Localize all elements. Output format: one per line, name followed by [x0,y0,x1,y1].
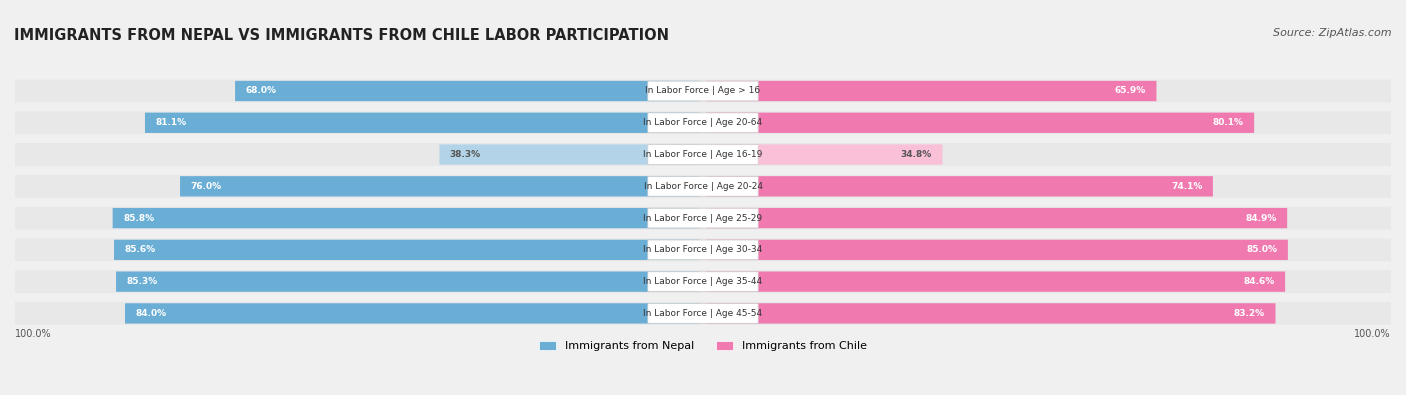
FancyBboxPatch shape [15,302,1391,325]
FancyBboxPatch shape [706,145,942,165]
FancyBboxPatch shape [648,240,758,260]
Text: 84.0%: 84.0% [135,309,166,318]
Text: Source: ZipAtlas.com: Source: ZipAtlas.com [1274,28,1392,38]
Text: 81.1%: 81.1% [155,118,187,127]
Text: 85.3%: 85.3% [127,277,157,286]
FancyBboxPatch shape [648,113,758,133]
FancyBboxPatch shape [648,145,758,164]
FancyBboxPatch shape [15,175,1391,198]
Text: 83.2%: 83.2% [1234,309,1265,318]
Text: In Labor Force | Age > 16: In Labor Force | Age > 16 [645,87,761,96]
FancyBboxPatch shape [15,79,1391,102]
Text: 84.6%: 84.6% [1243,277,1275,286]
FancyBboxPatch shape [706,81,1157,101]
FancyBboxPatch shape [235,81,700,101]
Text: 100.0%: 100.0% [15,329,52,339]
FancyBboxPatch shape [15,207,1391,229]
Text: In Labor Force | Age 35-44: In Labor Force | Age 35-44 [644,277,762,286]
Text: 80.1%: 80.1% [1213,118,1244,127]
FancyBboxPatch shape [440,145,700,165]
FancyBboxPatch shape [125,303,700,324]
Text: 38.3%: 38.3% [450,150,481,159]
FancyBboxPatch shape [706,303,1275,324]
Text: 100.0%: 100.0% [1354,329,1391,339]
FancyBboxPatch shape [648,177,758,196]
Text: 68.0%: 68.0% [246,87,277,96]
FancyBboxPatch shape [706,113,1254,133]
Text: 85.8%: 85.8% [122,214,155,223]
FancyBboxPatch shape [706,208,1286,228]
FancyBboxPatch shape [706,240,1288,260]
Legend: Immigrants from Nepal, Immigrants from Chile: Immigrants from Nepal, Immigrants from C… [534,337,872,356]
Text: In Labor Force | Age 20-24: In Labor Force | Age 20-24 [644,182,762,191]
FancyBboxPatch shape [706,271,1285,292]
FancyBboxPatch shape [15,143,1391,166]
Text: IMMIGRANTS FROM NEPAL VS IMMIGRANTS FROM CHILE LABOR PARTICIPATION: IMMIGRANTS FROM NEPAL VS IMMIGRANTS FROM… [14,28,669,43]
FancyBboxPatch shape [648,272,758,292]
FancyBboxPatch shape [145,113,700,133]
Text: In Labor Force | Age 45-54: In Labor Force | Age 45-54 [644,309,762,318]
Text: 65.9%: 65.9% [1115,87,1146,96]
Text: 85.6%: 85.6% [124,245,156,254]
Text: 76.0%: 76.0% [190,182,222,191]
FancyBboxPatch shape [180,176,700,196]
FancyBboxPatch shape [648,304,758,323]
FancyBboxPatch shape [114,240,700,260]
FancyBboxPatch shape [648,208,758,228]
Text: In Labor Force | Age 30-34: In Labor Force | Age 30-34 [644,245,762,254]
FancyBboxPatch shape [15,239,1391,261]
Text: 84.9%: 84.9% [1246,214,1277,223]
Text: 34.8%: 34.8% [901,150,932,159]
FancyBboxPatch shape [117,271,700,292]
Text: 85.0%: 85.0% [1247,245,1278,254]
Text: 74.1%: 74.1% [1171,182,1202,191]
FancyBboxPatch shape [15,111,1391,134]
Text: In Labor Force | Age 20-64: In Labor Force | Age 20-64 [644,118,762,127]
FancyBboxPatch shape [648,81,758,101]
FancyBboxPatch shape [15,270,1391,293]
FancyBboxPatch shape [706,176,1213,196]
FancyBboxPatch shape [112,208,700,228]
Text: In Labor Force | Age 16-19: In Labor Force | Age 16-19 [644,150,762,159]
Text: In Labor Force | Age 25-29: In Labor Force | Age 25-29 [644,214,762,223]
